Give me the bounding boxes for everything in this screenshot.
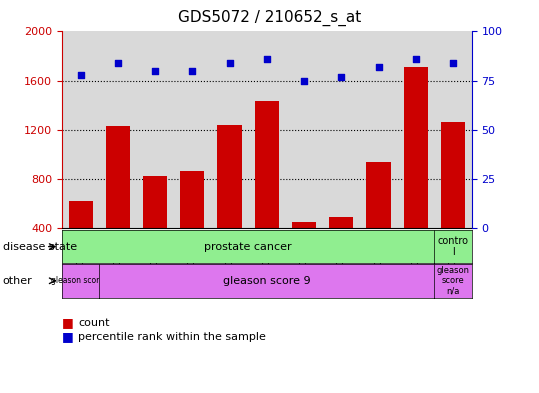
- Text: other: other: [3, 276, 32, 286]
- Text: gleason
score
n/a: gleason score n/a: [437, 266, 469, 296]
- Bar: [217, 125, 241, 277]
- Bar: [404, 67, 428, 277]
- Bar: [68, 201, 93, 277]
- Point: [262, 56, 271, 62]
- Point: [448, 60, 457, 66]
- Bar: [143, 176, 167, 277]
- Point: [300, 77, 308, 84]
- Bar: [329, 217, 354, 277]
- Text: contro
l: contro l: [438, 236, 468, 257]
- Text: count: count: [78, 318, 109, 328]
- Text: prostate cancer: prostate cancer: [204, 242, 292, 252]
- Point: [225, 60, 234, 66]
- Point: [151, 68, 160, 74]
- Bar: [255, 101, 279, 277]
- Text: gleason score 9: gleason score 9: [223, 276, 310, 286]
- Point: [411, 56, 420, 62]
- Text: ■: ■: [62, 330, 74, 343]
- Bar: [367, 162, 391, 277]
- Text: disease state: disease state: [3, 242, 77, 252]
- Point: [77, 72, 85, 78]
- Bar: [106, 126, 130, 277]
- Text: GDS5072 / 210652_s_at: GDS5072 / 210652_s_at: [178, 10, 361, 26]
- Point: [374, 64, 383, 70]
- Point: [337, 73, 345, 80]
- Point: [188, 68, 197, 74]
- Text: gleason score 8: gleason score 8: [51, 276, 110, 285]
- Bar: [292, 222, 316, 277]
- Text: ■: ■: [62, 316, 74, 330]
- Bar: [441, 122, 465, 277]
- Point: [114, 60, 122, 66]
- Bar: [180, 171, 204, 277]
- Text: percentile rank within the sample: percentile rank within the sample: [78, 332, 266, 342]
